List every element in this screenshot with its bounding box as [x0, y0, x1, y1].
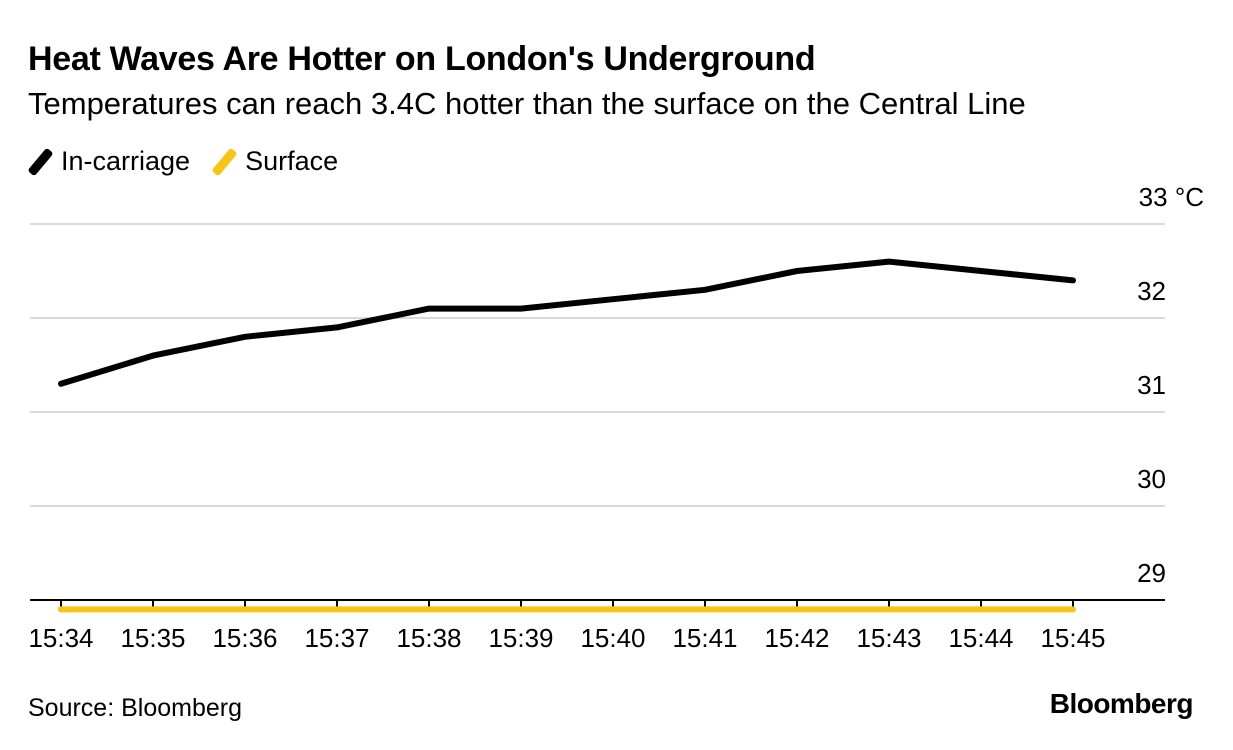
legend-label-surface: Surface	[245, 146, 339, 176]
legend-label-in-carriage: In-carriage	[61, 146, 191, 176]
x-tick-label: 15:44	[948, 623, 1013, 653]
x-tick-label: 15:41	[672, 623, 737, 653]
x-tick-label: 15:37	[304, 623, 369, 653]
y-tick-label: 30	[1137, 464, 1166, 494]
x-tick-label: 15:39	[488, 623, 553, 653]
x-tick-label: 15:42	[764, 623, 829, 653]
legend: In-carriage Surface	[27, 146, 360, 177]
chart-subtitle: Temperatures can reach 3.4C hotter than …	[28, 86, 1026, 121]
x-tick-label: 15:34	[28, 623, 93, 653]
x-tick-label: 15:45	[1040, 623, 1105, 653]
y-tick-label: 33 °C	[1139, 182, 1204, 212]
x-tick-label: 15:36	[212, 623, 277, 653]
x-tick-label: 15:38	[396, 623, 461, 653]
legend-item-in-carriage: In-carriage	[27, 146, 191, 177]
legend-item-surface: Surface	[211, 146, 339, 177]
x-tick-label: 15:43	[856, 623, 921, 653]
chart-title: Heat Waves Are Hotter on London's Underg…	[28, 40, 816, 78]
brand-logo: Bloomberg	[1049, 688, 1194, 719]
y-tick-label: 29	[1137, 558, 1166, 588]
source-note: Source: Bloomberg	[28, 694, 243, 722]
in-carriage-line	[58, 258, 1076, 387]
x-tick-label: 15:40	[580, 623, 645, 653]
y-tick-label: 32	[1137, 276, 1166, 306]
x-tick-label: 15:35	[120, 623, 185, 653]
y-tick-label: 31	[1137, 370, 1166, 400]
